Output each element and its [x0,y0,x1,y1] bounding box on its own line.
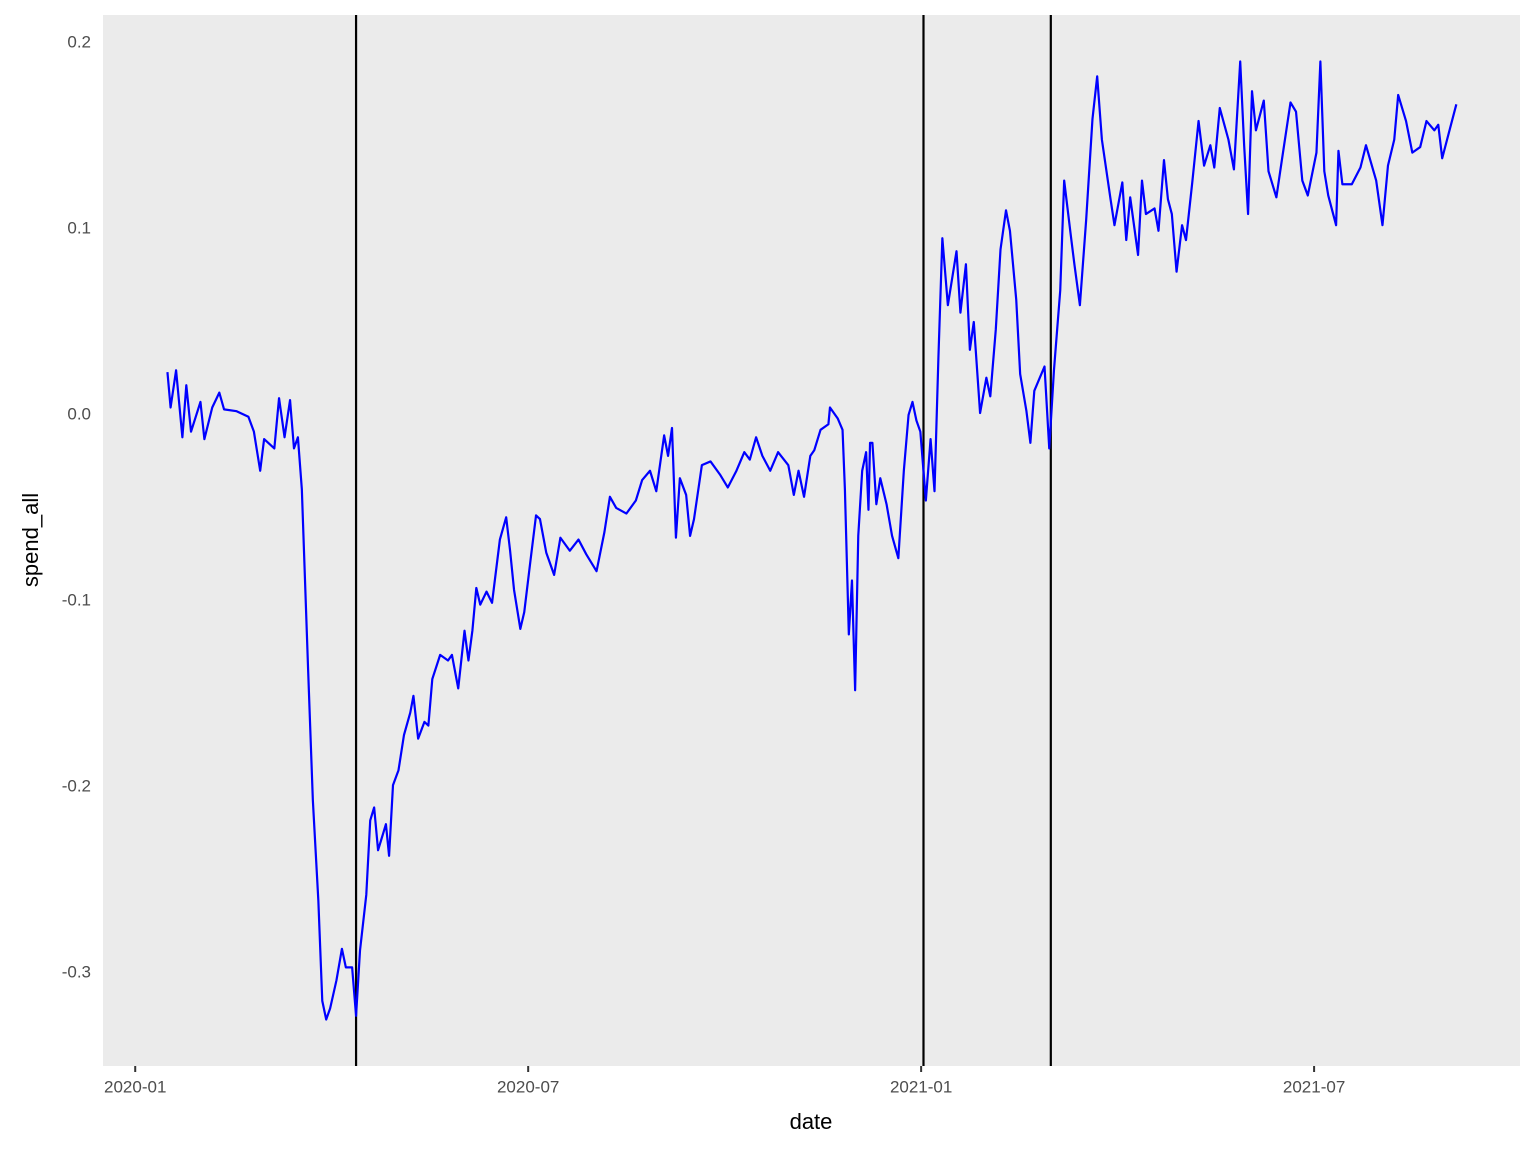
x-tick-label: 2021-01 [890,1077,952,1096]
axes-layer: 0.2 0.1 0.0 -0.1 -0.2 -0.3 2020-01 2020-07 2021-… [62,32,1346,1096]
y-tick-label: -0.2 [62,776,91,795]
marks-layer [166,15,1458,1066]
x-axis-title: date [790,1109,833,1134]
y-tick-label: -0.1 [62,590,91,609]
y-tick-label: 0.1 [67,218,91,237]
x-tick-label: 2020-07 [497,1077,559,1096]
y-tick-label: 0.0 [67,404,91,423]
x-tick-label: 2021-07 [1283,1077,1345,1096]
y-axis-title: spend_all [18,493,43,587]
y-tick-label: 0.2 [67,32,91,51]
y-tick-label: -0.3 [62,962,91,981]
panel-background [103,15,1520,1066]
data-line [166,60,1458,1021]
x-tick-label: 2020-01 [104,1077,166,1096]
